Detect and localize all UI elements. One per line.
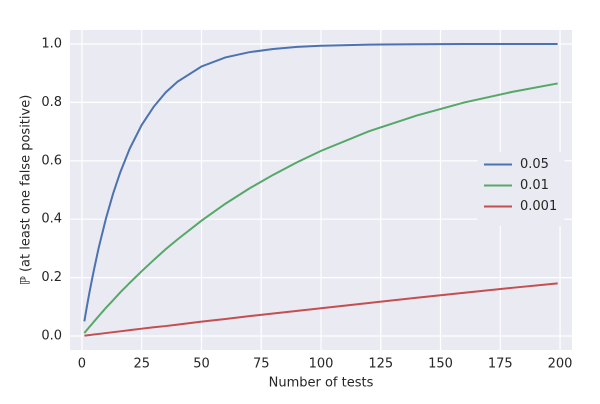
x-tick-label: 150 bbox=[428, 357, 453, 372]
y-axis-label: ℙ (at least one false positive) bbox=[19, 95, 34, 286]
x-tick-label: 100 bbox=[309, 357, 334, 372]
legend-label: 0.05 bbox=[520, 157, 549, 172]
x-tick-label: 50 bbox=[193, 357, 210, 372]
legend-label: 0.001 bbox=[520, 199, 557, 214]
x-tick-label: 25 bbox=[133, 357, 150, 372]
line bbox=[83, 82, 558, 334]
line bbox=[84, 282, 558, 337]
y-tick-label: 0.4 bbox=[41, 212, 62, 227]
x-tick-label: 0 bbox=[78, 357, 86, 372]
y-tick-label: 0.6 bbox=[41, 153, 62, 168]
x-axis-label: Number of tests bbox=[269, 376, 374, 391]
x-tick-label: 75 bbox=[253, 357, 270, 372]
legend-label: 0.01 bbox=[520, 178, 549, 193]
line bbox=[83, 43, 558, 322]
x-tick-label: 125 bbox=[368, 357, 393, 372]
y-tick-label: 0.2 bbox=[41, 270, 62, 285]
y-tick-label: 1.0 bbox=[41, 37, 62, 52]
x-tick-label: 175 bbox=[488, 357, 513, 372]
y-tick-label: 0.0 bbox=[41, 328, 62, 343]
x-tick-label: 200 bbox=[548, 357, 573, 372]
y-tick-label: 0.8 bbox=[41, 95, 62, 110]
